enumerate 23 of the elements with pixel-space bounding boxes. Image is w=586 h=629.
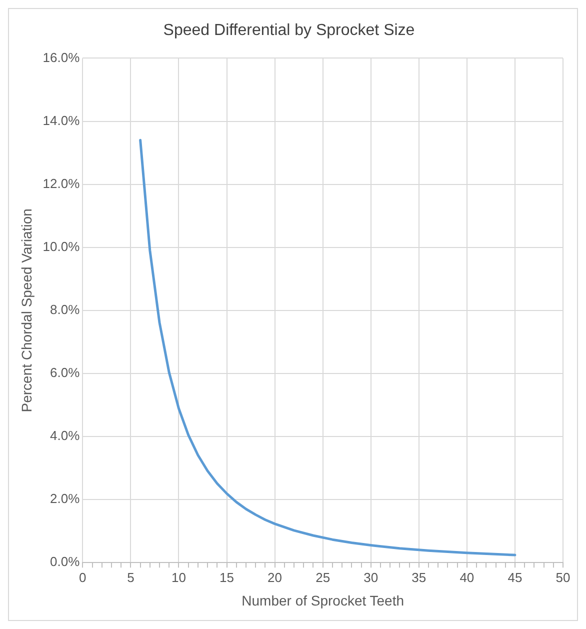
x-tick-label: 25 — [316, 570, 330, 585]
x-tick-label: 15 — [220, 570, 234, 585]
x-tick-label: 40 — [460, 570, 474, 585]
y-tick-label: 6.0% — [50, 365, 80, 380]
y-tick-label: 10.0% — [42, 238, 80, 254]
x-tick-label: 0 — [79, 570, 86, 585]
x-tick-label: 5 — [127, 570, 134, 585]
x-tick-label: 45 — [508, 570, 522, 585]
y-tick-label: 12.0% — [42, 176, 80, 191]
x-axis-title: Number of Sprocket Teeth — [242, 592, 404, 608]
y-tick-label: 14.0% — [42, 112, 80, 128]
x-tick-label: 50 — [556, 570, 570, 585]
y-tick-label: 0.0% — [50, 554, 80, 570]
y-axis-title: Percent Chordal Speed Variation — [18, 208, 34, 412]
x-tick-label: 10 — [171, 570, 186, 585]
x-tick-label: 35 — [412, 570, 426, 585]
y-tick-label: 2.0% — [50, 491, 80, 506]
y-tick-label: 16.0% — [42, 50, 80, 65]
y-tick-label: 8.0% — [50, 302, 80, 317]
x-tick-label: 30 — [364, 570, 378, 585]
y-tick-label: 4.0% — [50, 428, 80, 444]
x-tick-label: 20 — [268, 570, 282, 585]
chart-title: Speed Differential by Sprocket Size — [163, 22, 415, 40]
